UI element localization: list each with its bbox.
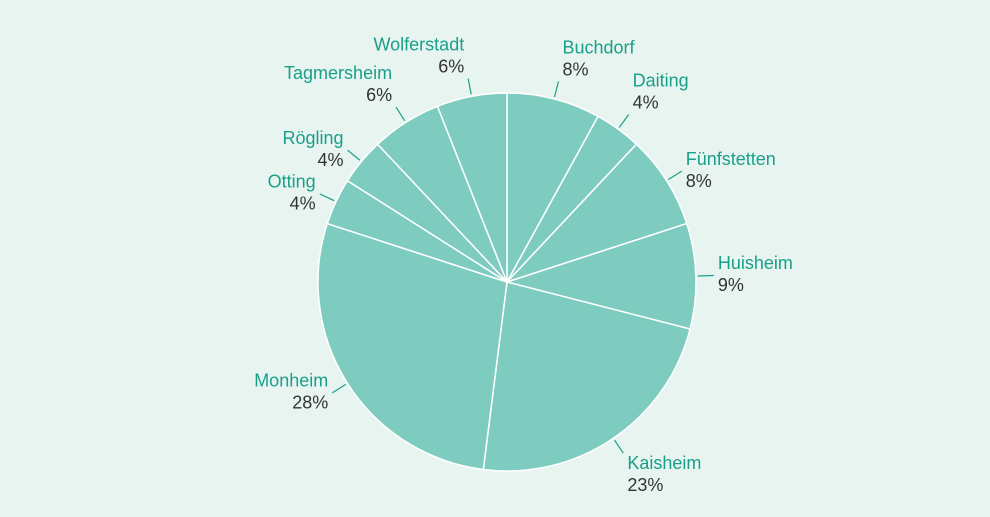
slice-label: Fünfstetten: [686, 149, 776, 169]
slice-label: Tagmersheim: [284, 63, 392, 83]
slice-label: Daiting: [633, 70, 689, 90]
slice-value-label: 28%: [292, 393, 328, 413]
slice-label: Otting: [268, 172, 316, 192]
leader-line: [553, 81, 560, 98]
leader-line: [347, 149, 361, 161]
leader-line: [697, 274, 714, 277]
leader-line: [613, 439, 624, 454]
slice-value-label: 6%: [366, 85, 392, 105]
slice-value-label: 6%: [438, 56, 464, 76]
leader-line: [467, 78, 472, 95]
pie-slice: [506, 92, 600, 283]
slice-value-label: 9%: [718, 275, 744, 295]
slice-value-label: 8%: [686, 171, 712, 191]
pie-slice: [317, 222, 508, 471]
slice-label: Huisheim: [718, 253, 793, 273]
leader-line: [667, 170, 683, 181]
slice-label: Kaisheim: [627, 453, 701, 473]
slice-value-label: 23%: [627, 475, 663, 495]
slice-value-label: 4%: [317, 150, 343, 170]
slice-label: Wolferstadt: [374, 34, 465, 54]
slice-label: Monheim: [254, 371, 328, 391]
slice-value-label: 8%: [562, 59, 588, 79]
pie-slice: [436, 92, 508, 283]
leader-line: [395, 106, 406, 122]
pie-slice: [482, 281, 691, 472]
leader-line: [618, 114, 630, 128]
pie-slice: [506, 143, 688, 283]
slice-value-label: 4%: [633, 92, 659, 112]
leader-line: [331, 383, 347, 394]
leader-line: [319, 193, 335, 202]
pie-slice: [504, 222, 697, 330]
slice-label: Rögling: [282, 128, 343, 148]
slice-value-label: 4%: [290, 194, 316, 214]
slice-label: Buchdorf: [562, 37, 635, 57]
